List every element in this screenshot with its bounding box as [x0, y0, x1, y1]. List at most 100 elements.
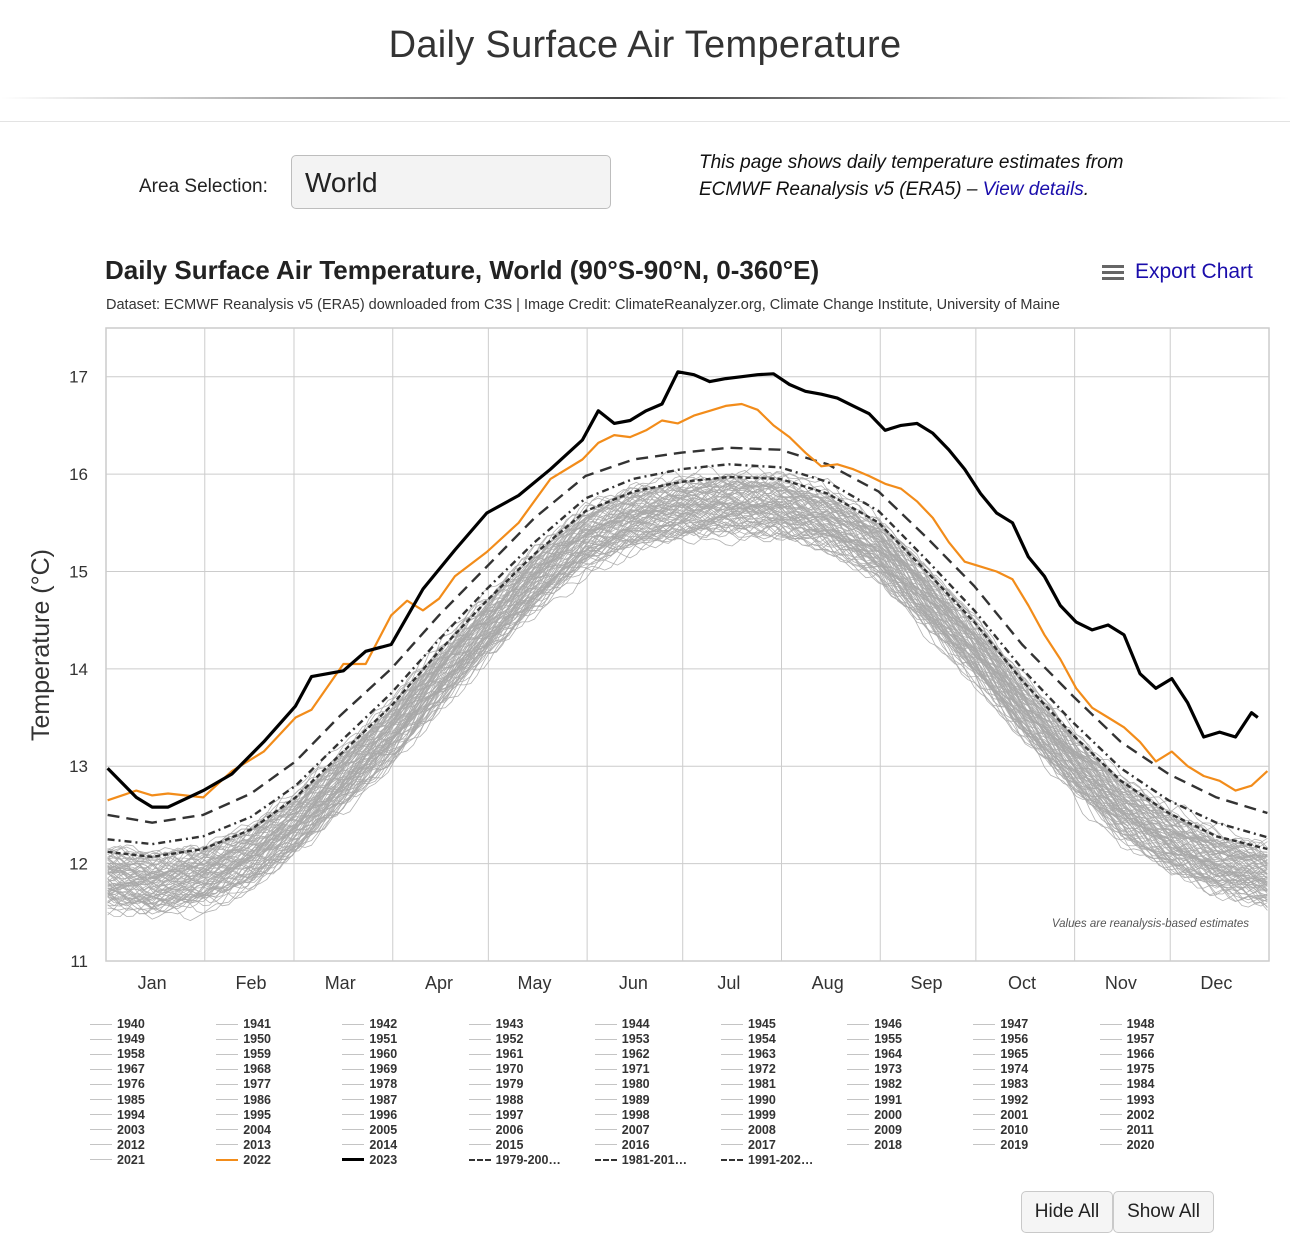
legend-item-1957[interactable]: 1957 — [1099, 1032, 1154, 1046]
legend-item-1961[interactable]: 1961 — [468, 1047, 523, 1061]
legend-label: 2005 — [369, 1122, 398, 1137]
legend-item-1979[interactable]: 1979 — [468, 1077, 523, 1091]
legend-item-1959[interactable]: 1959 — [216, 1047, 271, 1061]
legend-item-2017[interactable]: 2017 — [721, 1138, 776, 1152]
legend-swatch — [721, 1038, 743, 1040]
legend-item-2014[interactable]: 2014 — [342, 1138, 397, 1152]
legend-item-1945[interactable]: 1945 — [721, 1017, 776, 1031]
legend-item-1940[interactable]: 1940 — [90, 1017, 145, 1031]
legend-item-2003[interactable]: 2003 — [90, 1123, 145, 1137]
legend-item-1978[interactable]: 1978 — [342, 1077, 397, 1091]
legend-item-1947[interactable]: 1947 — [973, 1017, 1028, 1031]
legend-item-2011[interactable]: 2011 — [1099, 1123, 1154, 1137]
legend-item-1968[interactable]: 1968 — [216, 1062, 271, 1076]
export-chart-button[interactable]: Export Chart — [1102, 260, 1253, 284]
legend-item-2010[interactable]: 2010 — [973, 1123, 1028, 1137]
legend-item-2013[interactable]: 2013 — [216, 1138, 271, 1152]
y-tick-label: 14 — [69, 660, 88, 679]
legend-item-1952[interactable]: 1952 — [468, 1032, 523, 1046]
legend-item-2019[interactable]: 2019 — [973, 1138, 1028, 1152]
legend-item-1984[interactable]: 1984 — [1099, 1077, 1154, 1091]
legend-item-1975[interactable]: 1975 — [1099, 1062, 1154, 1076]
legend-item-1974[interactable]: 1974 — [973, 1062, 1028, 1076]
legend-item-1942[interactable]: 1942 — [342, 1017, 397, 1031]
legend-item-1958[interactable]: 1958 — [90, 1047, 145, 1061]
legend-item-1953[interactable]: 1953 — [594, 1032, 650, 1046]
legend-item-1943[interactable]: 1943 — [468, 1017, 523, 1031]
legend-item-1988[interactable]: 1988 — [468, 1093, 523, 1107]
legend-item-1981[interactable]: 1981 — [721, 1077, 776, 1091]
legend-item-1991-202[interactable]: 1991-202… — [721, 1153, 813, 1167]
legend-item-1973[interactable]: 1973 — [847, 1062, 902, 1076]
legend-item-1987[interactable]: 1987 — [342, 1093, 397, 1107]
legend-item-1972[interactable]: 1972 — [721, 1062, 776, 1076]
legend-item-2008[interactable]: 2008 — [721, 1123, 776, 1137]
legend-item-1960[interactable]: 1960 — [342, 1047, 397, 1061]
legend-item-1989[interactable]: 1989 — [594, 1093, 650, 1107]
legend-item-1948[interactable]: 1948 — [1099, 1017, 1154, 1031]
hide-all-button[interactable]: Hide All — [1021, 1191, 1113, 1233]
legend-item-2015[interactable]: 2015 — [468, 1138, 523, 1152]
legend-item-2016[interactable]: 2016 — [594, 1138, 650, 1152]
legend-item-2002[interactable]: 2002 — [1099, 1108, 1154, 1122]
legend-item-1969[interactable]: 1969 — [342, 1062, 397, 1076]
view-details-link[interactable]: View details — [982, 179, 1084, 200]
legend-item-1962[interactable]: 1962 — [594, 1047, 650, 1061]
legend-item-1967[interactable]: 1967 — [90, 1062, 145, 1076]
legend-item-1997[interactable]: 1997 — [468, 1108, 523, 1122]
legend-item-2021[interactable]: 2021 — [90, 1153, 145, 1167]
legend-item-2009[interactable]: 2009 — [847, 1123, 902, 1137]
legend-item-1981-201[interactable]: 1981-201… — [594, 1153, 687, 1167]
legend-swatch — [847, 1053, 870, 1055]
legend-item-1950[interactable]: 1950 — [216, 1032, 271, 1046]
legend-item-1999[interactable]: 1999 — [721, 1108, 776, 1122]
legend-item-2023[interactable]: 2023 — [342, 1153, 397, 1167]
legend-item-1977[interactable]: 1977 — [216, 1077, 271, 1091]
legend-item-1955[interactable]: 1955 — [847, 1032, 902, 1046]
legend-item-1963[interactable]: 1963 — [721, 1047, 776, 1061]
legend-item-2007[interactable]: 2007 — [594, 1123, 650, 1137]
legend-item-2020[interactable]: 2020 — [1099, 1138, 1154, 1152]
chart-annotation: Values are reanalysis-based estimates — [1052, 918, 1249, 930]
legend-swatch — [594, 1114, 617, 1116]
legend-item-1992[interactable]: 1992 — [973, 1093, 1028, 1107]
legend-label: 1995 — [243, 1107, 271, 1122]
show-all-button[interactable]: Show All — [1113, 1191, 1214, 1233]
area-selection-dropdown[interactable]: World — [291, 155, 611, 209]
legend-item-2001[interactable]: 2001 — [973, 1108, 1028, 1122]
legend-item-1946[interactable]: 1946 — [847, 1017, 902, 1031]
legend-item-1986[interactable]: 1986 — [216, 1093, 271, 1107]
legend-item-1951[interactable]: 1951 — [342, 1032, 397, 1046]
legend-item-1976[interactable]: 1976 — [90, 1077, 145, 1091]
legend-item-1941[interactable]: 1941 — [216, 1017, 271, 1031]
legend-item-1994[interactable]: 1994 — [90, 1108, 145, 1122]
legend-item-1985[interactable]: 1985 — [90, 1093, 145, 1107]
legend-item-1964[interactable]: 1964 — [847, 1047, 902, 1061]
legend-item-1979-200[interactable]: 1979-200… — [468, 1153, 561, 1167]
legend-item-2022[interactable]: 2022 — [216, 1153, 271, 1167]
legend-item-1995[interactable]: 1995 — [216, 1108, 271, 1122]
legend-item-2000[interactable]: 2000 — [847, 1108, 902, 1122]
legend-item-1990[interactable]: 1990 — [721, 1093, 776, 1107]
legend-item-1965[interactable]: 1965 — [973, 1047, 1028, 1061]
legend-item-1991[interactable]: 1991 — [847, 1093, 902, 1107]
legend-item-1944[interactable]: 1944 — [594, 1017, 650, 1031]
legend-item-1971[interactable]: 1971 — [594, 1062, 650, 1076]
legend-item-1993[interactable]: 1993 — [1099, 1093, 1154, 1107]
legend-item-1970[interactable]: 1970 — [468, 1062, 523, 1076]
legend-item-2012[interactable]: 2012 — [90, 1138, 145, 1152]
legend-item-1966[interactable]: 1966 — [1099, 1047, 1154, 1061]
legend-item-2006[interactable]: 2006 — [468, 1123, 523, 1137]
legend-label: 2000 — [874, 1107, 902, 1122]
legend-item-1982[interactable]: 1982 — [847, 1077, 902, 1091]
legend-item-1949[interactable]: 1949 — [90, 1032, 145, 1046]
legend-item-1998[interactable]: 1998 — [594, 1108, 650, 1122]
legend-item-2004[interactable]: 2004 — [216, 1123, 271, 1137]
legend-item-1996[interactable]: 1996 — [342, 1108, 397, 1122]
legend-item-1980[interactable]: 1980 — [594, 1077, 650, 1091]
legend-item-2005[interactable]: 2005 — [342, 1123, 397, 1137]
legend-item-2018[interactable]: 2018 — [847, 1138, 902, 1152]
legend-item-1954[interactable]: 1954 — [721, 1032, 776, 1046]
legend-item-1983[interactable]: 1983 — [973, 1077, 1028, 1091]
legend-item-1956[interactable]: 1956 — [973, 1032, 1028, 1046]
